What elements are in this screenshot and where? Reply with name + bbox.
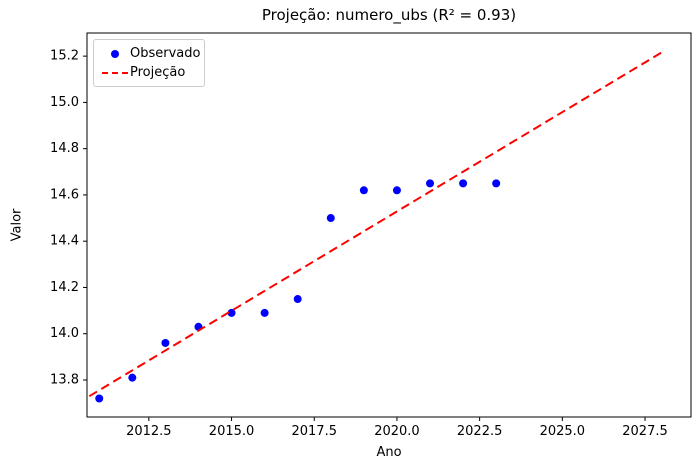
legend-label-observado: Observado bbox=[130, 46, 201, 61]
x-tick-label: 2015.0 bbox=[209, 424, 255, 439]
x-tick-label: 2025.0 bbox=[540, 424, 586, 439]
projecao-dashed-line-icon bbox=[100, 71, 130, 74]
data-point bbox=[161, 338, 170, 347]
data-point bbox=[293, 295, 302, 304]
projection-line bbox=[88, 50, 664, 398]
x-tick-label: 2012.5 bbox=[126, 424, 172, 439]
x-tick-label: 2027.5 bbox=[622, 424, 668, 439]
chart-title: Projeção: numero_ubs (R² = 0.93) bbox=[261, 6, 517, 24]
y-tick-label: 14.0 bbox=[50, 326, 79, 341]
x-tick-label: 2017.5 bbox=[291, 424, 337, 439]
x-tick-label: 2022.5 bbox=[457, 424, 503, 439]
x-axis-label: Ano bbox=[376, 445, 402, 460]
legend-item-projecao: Projeção bbox=[100, 63, 196, 82]
y-tick-label: 15.0 bbox=[50, 95, 79, 110]
y-tick-label: 14.6 bbox=[50, 187, 79, 202]
x-tick-label: 2020.0 bbox=[374, 424, 420, 439]
y-tick-label: 14.4 bbox=[50, 234, 79, 249]
y-tick-label: 15.2 bbox=[50, 49, 79, 64]
data-point bbox=[95, 394, 104, 403]
y-tick-label: 14.2 bbox=[50, 280, 79, 295]
y-tick-label: 14.8 bbox=[50, 141, 79, 156]
axes-frame bbox=[86, 32, 692, 418]
data-point bbox=[326, 214, 335, 223]
observado-dot-icon bbox=[100, 49, 130, 58]
data-point bbox=[128, 373, 137, 382]
data-point bbox=[260, 308, 269, 317]
data-point bbox=[492, 179, 501, 188]
y-tick-label: 13.8 bbox=[50, 372, 79, 387]
data-point bbox=[459, 179, 468, 188]
y-axis-label: Valor bbox=[9, 208, 25, 242]
data-point bbox=[359, 186, 368, 195]
data-point bbox=[392, 186, 401, 195]
data-point bbox=[426, 179, 435, 188]
legend-label-projecao: Projeção bbox=[130, 65, 186, 80]
legend: Observado Projeção bbox=[93, 39, 205, 87]
legend-item-observado: Observado bbox=[100, 44, 200, 63]
data-point bbox=[227, 308, 236, 317]
